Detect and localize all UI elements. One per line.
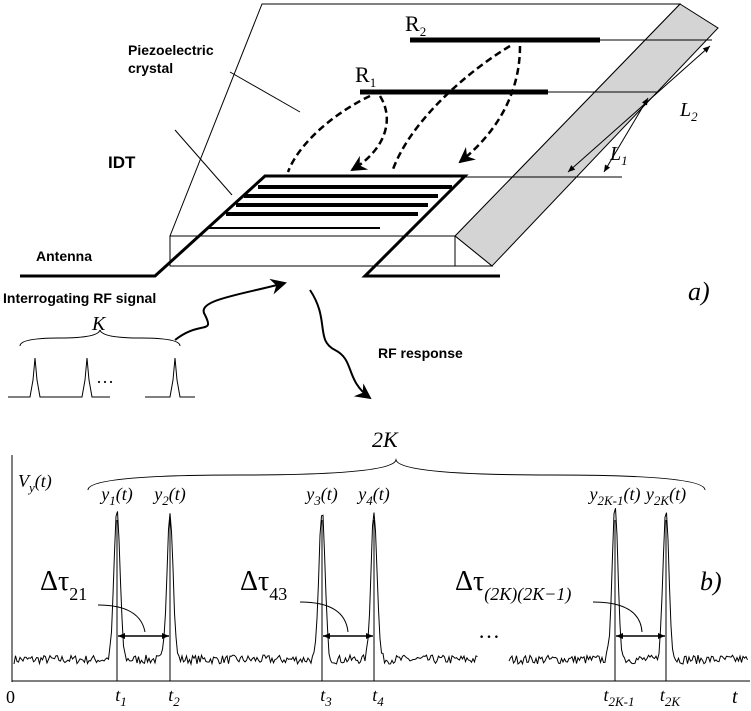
delay-label: Δτ43 xyxy=(240,566,287,604)
time-label: t4 xyxy=(372,685,384,709)
distance-label: L1 xyxy=(609,143,628,168)
ellipsis: ··· xyxy=(96,372,114,392)
interrogating-label: Interrogating RF signal xyxy=(3,290,156,306)
delay-label: Δτ(2K)(2K−1) xyxy=(455,566,571,605)
time-label: t2K xyxy=(660,685,682,709)
time-label: t1 xyxy=(115,685,127,709)
signal-label: y3(t) xyxy=(304,484,338,508)
figure: R2 R1 L2 L1 Piezoelectriccrystal IDT Ant… xyxy=(0,0,751,711)
time-label: t2K-1 xyxy=(603,685,634,709)
panel-label: b) xyxy=(700,567,722,596)
signal-label: y4(t) xyxy=(356,484,390,508)
distance-label: L2 xyxy=(679,99,698,124)
crystal xyxy=(170,4,718,266)
response-signal xyxy=(14,508,748,664)
signal-label: y2(t) xyxy=(152,484,186,508)
x-axis-label: t xyxy=(732,686,738,708)
time-label: t2 xyxy=(168,685,180,709)
delay-label: Δτ21 xyxy=(40,566,87,604)
pulse-count: K xyxy=(91,313,107,335)
origin-label: 0 xyxy=(6,687,15,707)
signal-arrow xyxy=(175,283,285,340)
panel-label: a) xyxy=(688,277,710,306)
signal-label: y2K-1(t) xyxy=(588,484,641,508)
signal-arrow xyxy=(310,290,370,398)
group-count: 2K xyxy=(372,427,399,452)
antenna-label: Antenna xyxy=(36,248,92,264)
idt-label: IDT xyxy=(108,153,136,172)
response-label: RF response xyxy=(378,345,463,361)
signal-label: y2K(t) xyxy=(644,484,686,508)
ellipsis: … xyxy=(478,618,500,643)
signal-label: y1(t) xyxy=(99,484,133,508)
time-label: t3 xyxy=(320,685,332,709)
y-axis-label: Vy(t) xyxy=(18,471,52,495)
